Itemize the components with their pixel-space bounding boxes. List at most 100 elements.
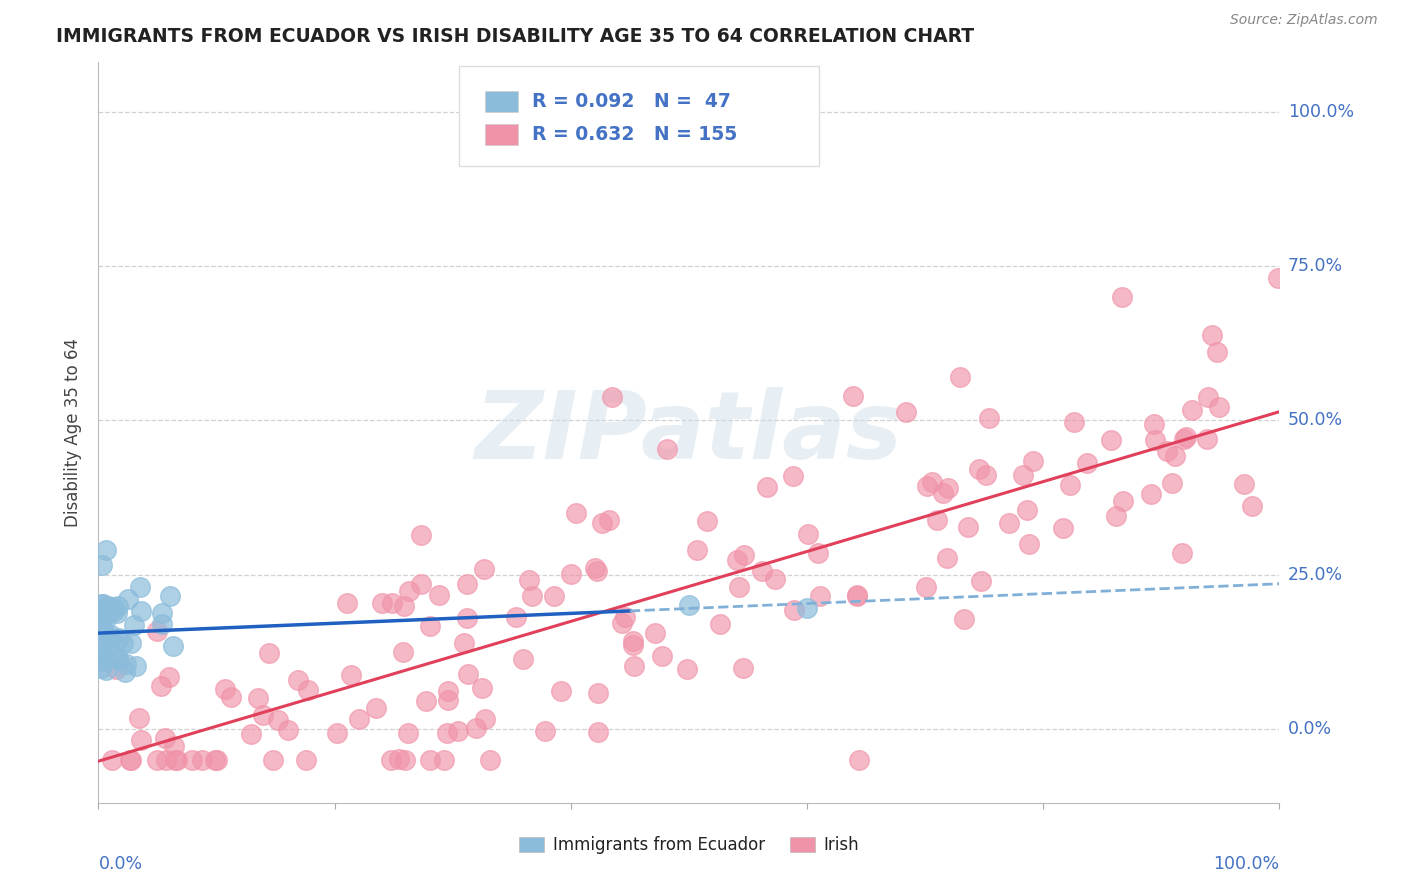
Point xyxy=(146,753,169,767)
Point xyxy=(797,527,820,541)
Point xyxy=(205,753,228,767)
Point xyxy=(1059,478,1081,492)
Point xyxy=(974,467,997,482)
Point xyxy=(725,553,748,567)
Point xyxy=(267,713,290,727)
Point xyxy=(163,739,186,754)
Point xyxy=(388,752,411,766)
Point xyxy=(104,662,127,676)
Point xyxy=(755,480,778,494)
Point xyxy=(685,542,707,557)
Point xyxy=(419,618,441,632)
Point xyxy=(427,588,450,602)
Point xyxy=(94,607,117,622)
Point xyxy=(90,641,112,656)
Point xyxy=(394,753,416,767)
Point xyxy=(1063,416,1085,430)
Point xyxy=(1076,456,1098,470)
Point xyxy=(1144,434,1167,448)
Point xyxy=(391,645,413,659)
Point xyxy=(456,610,478,624)
Point xyxy=(162,640,184,654)
Point xyxy=(977,411,1000,425)
Point xyxy=(1201,327,1223,342)
Point xyxy=(598,513,620,527)
Point xyxy=(623,658,645,673)
Point xyxy=(94,664,117,678)
Point xyxy=(120,636,142,650)
Point xyxy=(103,604,125,618)
Point xyxy=(731,661,754,675)
Point xyxy=(696,514,718,528)
Point xyxy=(396,725,419,739)
Point xyxy=(436,726,458,740)
Point xyxy=(97,599,120,613)
Point xyxy=(921,475,943,489)
Point xyxy=(111,636,134,650)
Point xyxy=(1156,443,1178,458)
Point xyxy=(90,648,112,663)
Text: Source: ZipAtlas.com: Source: ZipAtlas.com xyxy=(1230,13,1378,28)
Point xyxy=(120,753,142,767)
Point xyxy=(287,673,309,687)
Point xyxy=(610,615,633,630)
Point xyxy=(89,619,111,633)
Point xyxy=(152,616,174,631)
Point xyxy=(437,693,460,707)
Point xyxy=(398,583,420,598)
Point xyxy=(763,573,786,587)
Text: 100.0%: 100.0% xyxy=(1213,855,1279,872)
Point xyxy=(91,597,114,611)
Point xyxy=(520,589,543,603)
Point xyxy=(1195,433,1218,447)
Point xyxy=(651,648,673,663)
Point xyxy=(932,486,955,500)
Point xyxy=(956,520,979,534)
Point xyxy=(479,753,502,767)
Point xyxy=(128,711,150,725)
Point xyxy=(1012,467,1035,482)
Point xyxy=(517,573,540,587)
Point xyxy=(91,628,114,642)
Point xyxy=(339,668,361,682)
Point xyxy=(807,546,830,560)
Point xyxy=(1052,520,1074,534)
Point xyxy=(277,723,299,738)
Point xyxy=(163,753,186,767)
Point xyxy=(1022,453,1045,467)
Point xyxy=(93,648,115,662)
Point xyxy=(560,566,582,581)
Point xyxy=(925,513,948,527)
Point xyxy=(474,712,496,726)
Point xyxy=(457,667,479,681)
Point xyxy=(447,723,470,738)
Point xyxy=(1112,494,1135,508)
Point xyxy=(936,481,959,495)
Point xyxy=(613,610,636,624)
Point xyxy=(1173,432,1195,446)
Point xyxy=(472,562,495,576)
Point xyxy=(998,516,1021,530)
Point xyxy=(1105,509,1128,524)
Point xyxy=(219,690,242,705)
Point xyxy=(586,564,609,578)
Point xyxy=(128,580,150,594)
Point xyxy=(464,722,486,736)
Point xyxy=(381,596,404,610)
Point xyxy=(1241,499,1264,513)
Point xyxy=(97,632,120,646)
Point xyxy=(107,632,129,646)
Point xyxy=(621,638,644,652)
Text: 50.0%: 50.0% xyxy=(1288,411,1343,429)
Point xyxy=(115,657,138,672)
Point xyxy=(336,596,359,610)
Text: 25.0%: 25.0% xyxy=(1288,566,1343,583)
Point xyxy=(415,694,437,708)
Point xyxy=(1018,537,1040,551)
Point xyxy=(1170,546,1192,560)
Point xyxy=(214,681,236,696)
Text: 0.0%: 0.0% xyxy=(98,855,142,872)
Point xyxy=(1208,401,1230,415)
Text: IMMIGRANTS FROM ECUADOR VS IRISH DISABILITY AGE 35 TO 64 CORRELATION CHART: IMMIGRANTS FROM ECUADOR VS IRISH DISABIL… xyxy=(56,27,974,45)
Point xyxy=(970,574,993,588)
